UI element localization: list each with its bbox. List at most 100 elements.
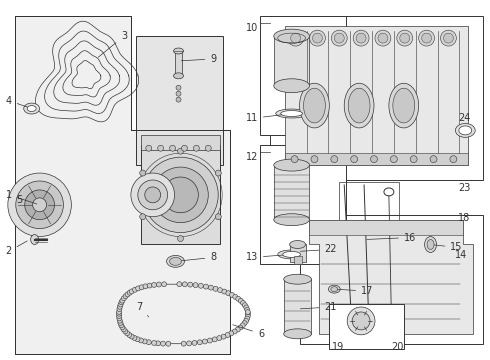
Circle shape: [139, 285, 144, 290]
Circle shape: [122, 296, 126, 301]
Bar: [260, 145, 346, 264]
Ellipse shape: [24, 103, 40, 114]
Circle shape: [188, 282, 193, 287]
Ellipse shape: [288, 30, 303, 46]
Text: 20: 20: [391, 342, 403, 352]
Circle shape: [291, 156, 298, 163]
Circle shape: [198, 283, 203, 288]
Ellipse shape: [400, 33, 410, 43]
Circle shape: [243, 303, 247, 308]
Ellipse shape: [173, 73, 183, 79]
Circle shape: [176, 85, 181, 90]
Circle shape: [136, 286, 141, 291]
Ellipse shape: [427, 239, 434, 249]
Text: 1: 1: [6, 190, 37, 204]
Text: 19: 19: [332, 342, 344, 352]
Circle shape: [244, 305, 249, 310]
Circle shape: [226, 291, 231, 296]
Circle shape: [238, 298, 244, 303]
Text: 17: 17: [337, 286, 373, 296]
Circle shape: [129, 289, 134, 294]
Circle shape: [129, 334, 134, 339]
Ellipse shape: [291, 33, 300, 43]
Text: 12: 12: [245, 152, 258, 162]
Text: 7: 7: [137, 302, 149, 317]
Ellipse shape: [27, 105, 36, 112]
Circle shape: [241, 301, 245, 305]
Circle shape: [177, 148, 183, 154]
Ellipse shape: [344, 83, 374, 128]
Ellipse shape: [310, 30, 325, 46]
Circle shape: [143, 157, 218, 233]
Text: 3: 3: [98, 31, 127, 57]
Ellipse shape: [421, 33, 432, 43]
Ellipse shape: [459, 126, 472, 135]
Bar: [284, 279, 312, 334]
Ellipse shape: [331, 287, 338, 292]
Circle shape: [352, 312, 370, 330]
Ellipse shape: [334, 33, 344, 43]
Text: 14: 14: [455, 251, 467, 260]
Bar: [299, 215, 483, 344]
Text: 4: 4: [6, 96, 29, 108]
Ellipse shape: [375, 30, 391, 46]
Circle shape: [127, 290, 132, 295]
Text: 9: 9: [181, 54, 217, 64]
Circle shape: [120, 298, 125, 303]
Ellipse shape: [284, 274, 312, 284]
Circle shape: [244, 319, 248, 323]
Ellipse shape: [393, 88, 415, 123]
Circle shape: [311, 156, 318, 163]
Bar: [329, 304, 404, 349]
Circle shape: [176, 97, 181, 102]
Circle shape: [155, 341, 160, 346]
Circle shape: [221, 334, 226, 339]
Circle shape: [125, 292, 130, 297]
Circle shape: [153, 167, 208, 223]
Bar: [339, 182, 399, 256]
Circle shape: [347, 307, 375, 335]
Circle shape: [121, 327, 126, 332]
Ellipse shape: [331, 30, 347, 46]
Ellipse shape: [283, 251, 300, 257]
Bar: [136, 36, 223, 165]
Circle shape: [170, 145, 175, 151]
Ellipse shape: [389, 83, 418, 128]
Circle shape: [233, 294, 238, 299]
Circle shape: [117, 318, 122, 323]
Ellipse shape: [353, 30, 369, 46]
Circle shape: [205, 145, 211, 151]
Circle shape: [24, 190, 54, 220]
Text: 11: 11: [245, 113, 289, 123]
Circle shape: [225, 333, 230, 338]
Circle shape: [208, 285, 213, 290]
Ellipse shape: [167, 255, 184, 267]
Ellipse shape: [418, 30, 435, 46]
Bar: [174, 51, 182, 76]
Circle shape: [193, 283, 198, 288]
Circle shape: [245, 314, 250, 319]
Circle shape: [132, 287, 138, 292]
Text: 5: 5: [16, 195, 22, 205]
Circle shape: [430, 156, 437, 163]
Circle shape: [213, 286, 218, 291]
Circle shape: [212, 337, 217, 342]
Circle shape: [202, 339, 207, 344]
Text: 15: 15: [433, 243, 463, 252]
Circle shape: [139, 338, 144, 343]
Circle shape: [119, 300, 124, 305]
Circle shape: [33, 198, 47, 212]
Circle shape: [187, 341, 192, 346]
Bar: [270, 16, 483, 180]
Text: 2: 2: [5, 241, 27, 256]
Circle shape: [370, 156, 377, 163]
Circle shape: [146, 145, 152, 151]
Ellipse shape: [173, 48, 183, 54]
Text: 13: 13: [245, 252, 289, 262]
Circle shape: [151, 283, 157, 287]
Circle shape: [181, 145, 188, 151]
Ellipse shape: [278, 250, 306, 259]
Ellipse shape: [276, 109, 308, 118]
Ellipse shape: [328, 285, 340, 293]
Circle shape: [242, 321, 247, 326]
